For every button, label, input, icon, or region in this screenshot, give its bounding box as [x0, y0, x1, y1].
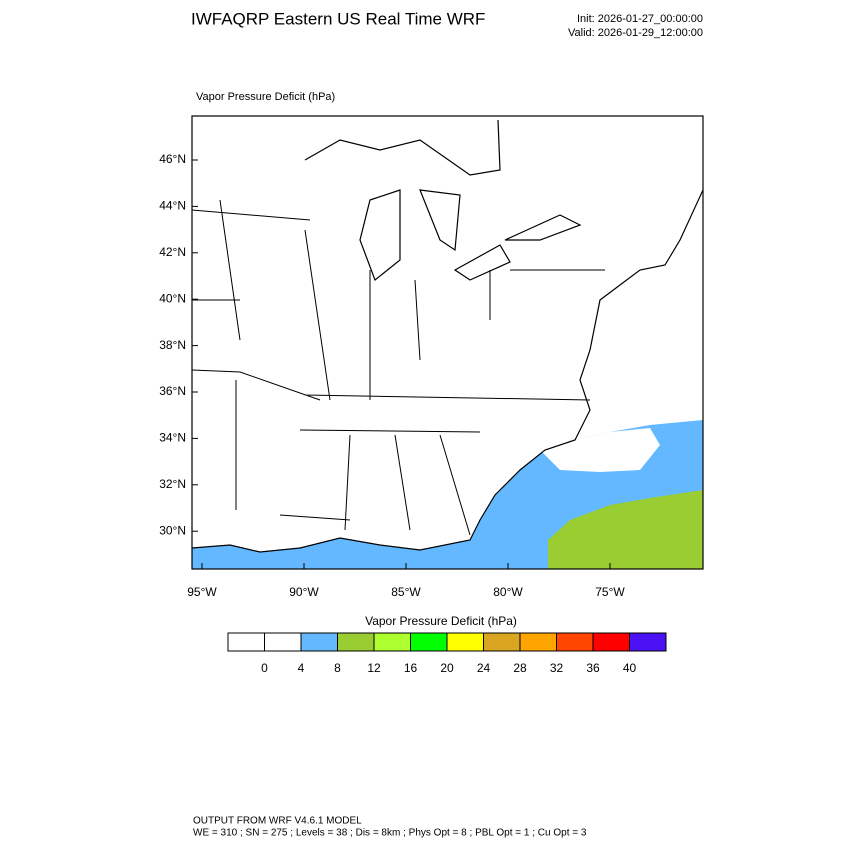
lat-label: 44°N	[159, 199, 186, 213]
lon-label: 95°W	[187, 585, 217, 599]
colorbar-box	[227, 632, 265, 652]
colorbar-box	[592, 632, 630, 652]
colorbar-label: 36	[586, 661, 600, 675]
low-vpd-area	[540, 428, 660, 472]
lat-label: 36°N	[159, 384, 186, 398]
colorbar-label: 0	[261, 661, 268, 675]
colorbar-label: 20	[440, 661, 454, 675]
lat-label: 42°N	[159, 245, 186, 259]
valid-time: Valid: 2026-01-29_12:00:00	[568, 27, 703, 39]
map-frame	[191, 115, 704, 570]
init-time: Init: 2026-01-27_00:00:00	[577, 13, 703, 25]
colorbar-box	[483, 632, 521, 652]
colorbar-label: 40	[623, 661, 637, 675]
colorbar-box	[556, 632, 594, 652]
lon-label: 85°W	[391, 585, 421, 599]
lat-label: 34°N	[159, 431, 186, 445]
lon-label: 90°W	[289, 585, 319, 599]
coastline	[192, 189, 703, 553]
map-subtitle: Vapor Pressure Deficit (hPa)	[196, 91, 335, 103]
colorbar-label: 16	[404, 661, 418, 675]
colorbar-box	[373, 632, 411, 652]
colorbar-label: 24	[477, 661, 491, 675]
colorbar-title: Vapor Pressure Deficit (hPa)	[365, 614, 517, 628]
colorbar-label: 4	[298, 661, 305, 675]
lon-label: 80°W	[493, 585, 523, 599]
title: IWFAQRP Eastern US Real Time WRF	[191, 9, 485, 28]
colorbar-label: 8	[334, 661, 341, 675]
colorbar-label: 12	[367, 661, 381, 675]
lat-label: 46°N	[159, 152, 186, 166]
lat-label: 40°N	[159, 291, 186, 305]
colorbar-box	[337, 632, 375, 652]
map: 46°N 44°N 42°N 40°N 38°N 36°N 34°N 32°N 30°N 95°W…	[159, 115, 704, 599]
colorbar-label: 32	[550, 661, 564, 675]
colorbar-box	[519, 632, 557, 652]
colorbar-box	[264, 632, 302, 652]
state-borders	[192, 199, 605, 536]
lon-label: 75°W	[595, 585, 625, 599]
colorbar-box	[446, 632, 484, 652]
footer-line: OUTPUT FROM WRF V4.6.1 MODEL	[193, 816, 362, 827]
colorbar-box	[629, 632, 667, 652]
colorbar-box	[410, 632, 448, 652]
great-lakes	[304, 119, 582, 281]
lat-label: 30°N	[159, 523, 186, 537]
vpd-area	[548, 490, 703, 569]
lat-label: 38°N	[159, 338, 186, 352]
footer-line: WE = 310 ; SN = 275 ; Levels = 38 ; Dis …	[193, 828, 587, 839]
colorbar-label: 28	[513, 661, 527, 675]
lat-label: 32°N	[159, 477, 186, 491]
colorbar-box	[300, 632, 338, 652]
colorbar: 0 4 8 12 16 20 24 28 32 36 40	[227, 632, 667, 675]
